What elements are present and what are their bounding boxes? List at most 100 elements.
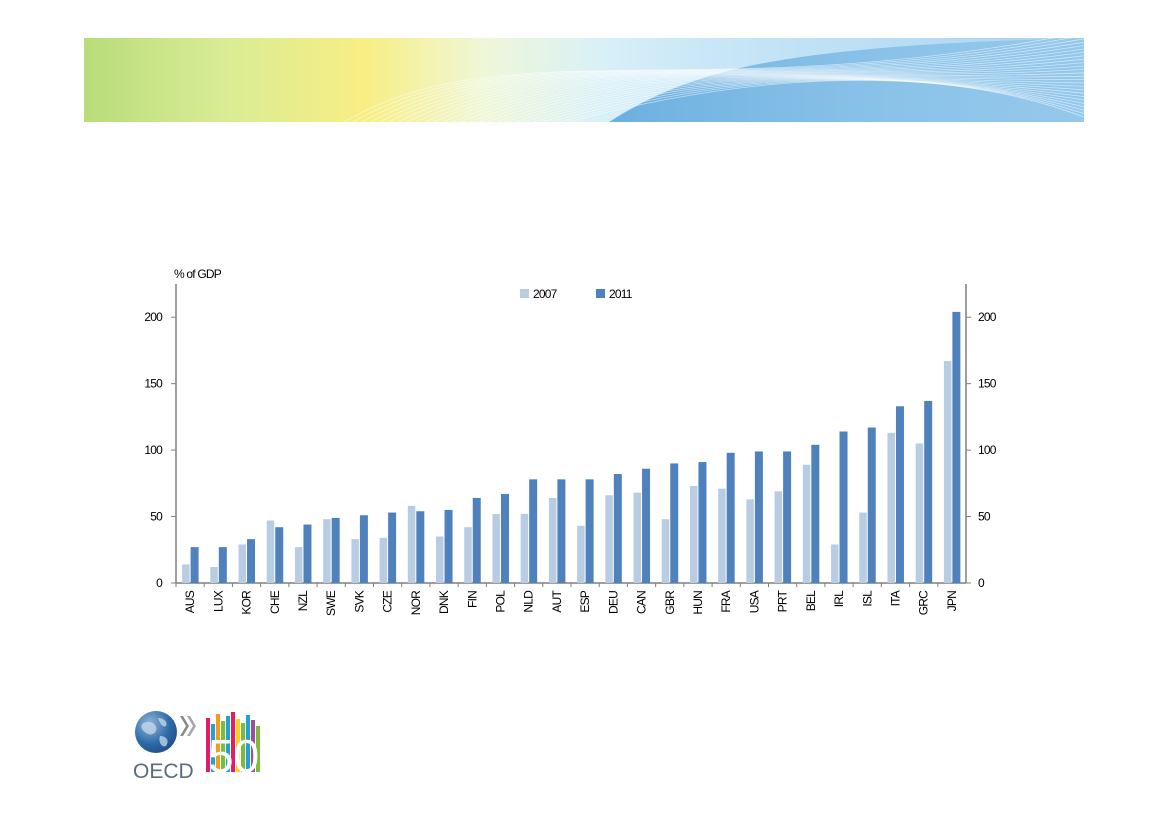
bar-2007-fra: [718, 488, 726, 583]
header-banner: [84, 38, 1084, 122]
bar-2011-deu: [613, 474, 622, 583]
x-label-aus: AUS: [183, 590, 197, 613]
bar-2011-prt: [783, 451, 792, 583]
bar-2011-dnk: [444, 509, 453, 583]
bar-2007-nor: [407, 505, 416, 583]
x-label-can: CAN: [635, 591, 649, 614]
bar-2011-fin: [472, 497, 481, 583]
bar-2007-bel: [802, 464, 811, 583]
bar-2011-fra: [726, 452, 735, 583]
x-label-cze: CZE: [381, 590, 395, 612]
oecd-wordmark: OECD: [133, 760, 194, 780]
y-tick-label-right: 150: [978, 377, 997, 391]
x-label-gbr: GBR: [663, 590, 677, 615]
bar-2007-svk: [351, 539, 359, 583]
bar-2011-cze: [388, 512, 397, 583]
y-tick-label-left: 50: [150, 510, 163, 524]
bar-2011-esp: [585, 479, 594, 583]
x-label-fra: FRA: [719, 590, 733, 612]
bar-2007-che: [266, 520, 275, 583]
x-label-che: CHE: [268, 590, 282, 614]
bar-2011-bel: [811, 444, 820, 583]
bar-2011-can: [642, 468, 651, 583]
x-label-jpn: JPN: [945, 591, 959, 611]
bar-2011-hun: [698, 462, 707, 583]
bar-2011-lux: [218, 547, 227, 583]
x-label-nor: NOR: [409, 590, 423, 615]
bar-2007-deu: [605, 495, 613, 583]
bar-2011-jpn: [952, 311, 961, 583]
legend-swatch-2007: [520, 289, 529, 298]
bar-2007-gbr: [661, 519, 670, 583]
bar-2007-isl: [859, 512, 867, 583]
y-axis-title: % of GDP: [174, 267, 222, 281]
y-tick-label-right: 0: [978, 576, 985, 590]
globe-icon: [135, 711, 177, 753]
y-tick-label-right: 100: [978, 443, 997, 457]
legend: 2007 2011: [520, 287, 634, 301]
x-label-ita: ITA: [888, 590, 902, 606]
y-tick-label-left: 200: [144, 310, 163, 324]
y-tick-label-left: 150: [144, 377, 163, 391]
x-label-hun: HUN: [691, 591, 705, 615]
bar-2011-gbr: [670, 463, 679, 583]
bar-2011-kor: [247, 539, 256, 583]
bar-2007-hun: [689, 485, 698, 583]
legend-swatch-2011: [596, 289, 605, 298]
bar-2007-irl: [831, 544, 839, 583]
x-axis-labels: AUS LUX KOR CHE NZL SWE SVK CZE NOR DNK FIN POL NLD A…: [183, 590, 959, 616]
x-label-esp: ESP: [578, 590, 592, 612]
bar-2007-swe: [323, 519, 331, 583]
x-label-lux: LUX: [211, 590, 225, 612]
bar-2007-dnk: [436, 536, 444, 583]
x-label-dnk: DNK: [437, 590, 451, 614]
x-label-nzl: NZL: [296, 590, 310, 611]
bar-2011-che: [275, 527, 284, 583]
bars: [182, 311, 961, 583]
x-label-deu: DEU: [606, 591, 620, 614]
y-tick-label-right: 200: [978, 310, 997, 324]
x-label-aut: AUT: [550, 590, 564, 613]
bar-2011-nld: [529, 479, 538, 583]
x-label-bel: BEL: [804, 590, 818, 611]
bar-2007-kor: [238, 544, 247, 583]
bar-2007-can: [633, 492, 642, 583]
bar-2011-pol: [500, 493, 509, 583]
bar-2011-ita: [895, 406, 904, 583]
bar-2011-nor: [416, 511, 425, 583]
bar-2011-usa: [754, 451, 763, 583]
x-label-swe: SWE: [324, 590, 338, 616]
bar-2011-isl: [867, 427, 876, 583]
x-label-pol: POL: [493, 590, 507, 613]
bar-2011-grc: [924, 400, 933, 583]
bar-2007-jpn: [943, 361, 952, 583]
bar-2007-aus: [182, 564, 190, 583]
bar-2011-svk: [359, 515, 368, 583]
x-label-prt: PRT: [776, 590, 790, 613]
bar-2007-fin: [464, 527, 472, 583]
chart: % of GDP 2007 2011 0 0 50 50 100 100 150 150 200…: [144, 267, 997, 616]
bar-2011-swe: [331, 517, 340, 583]
x-label-nld: NLD: [522, 590, 536, 613]
bar-2011-aut: [557, 479, 566, 583]
y-tick-label-right: 50: [978, 510, 991, 524]
bar-2007-prt: [774, 491, 783, 583]
bar-2007-ita: [887, 432, 895, 583]
x-label-usa: USA: [747, 590, 761, 613]
bar-2011-irl: [839, 431, 848, 583]
bar-2007-nzl: [294, 547, 303, 583]
x-label-fin: FIN: [465, 591, 479, 608]
bar-2007-usa: [746, 499, 754, 583]
banner-wave-graphic: [343, 38, 1084, 122]
x-label-grc: GRC: [917, 590, 931, 615]
chevron-icon: [180, 716, 189, 736]
x-label-irl: IRL: [832, 590, 846, 607]
x-label-svk: SVK: [352, 590, 366, 612]
bar-2011-aus: [190, 547, 199, 583]
bar-2007-esp: [577, 525, 585, 583]
bar-2007-pol: [492, 513, 500, 583]
bar-2007-nld: [520, 513, 529, 583]
bar-2007-grc: [915, 443, 924, 583]
y-tick-label-left: 0: [156, 576, 163, 590]
x-label-isl: ISL: [860, 590, 874, 607]
